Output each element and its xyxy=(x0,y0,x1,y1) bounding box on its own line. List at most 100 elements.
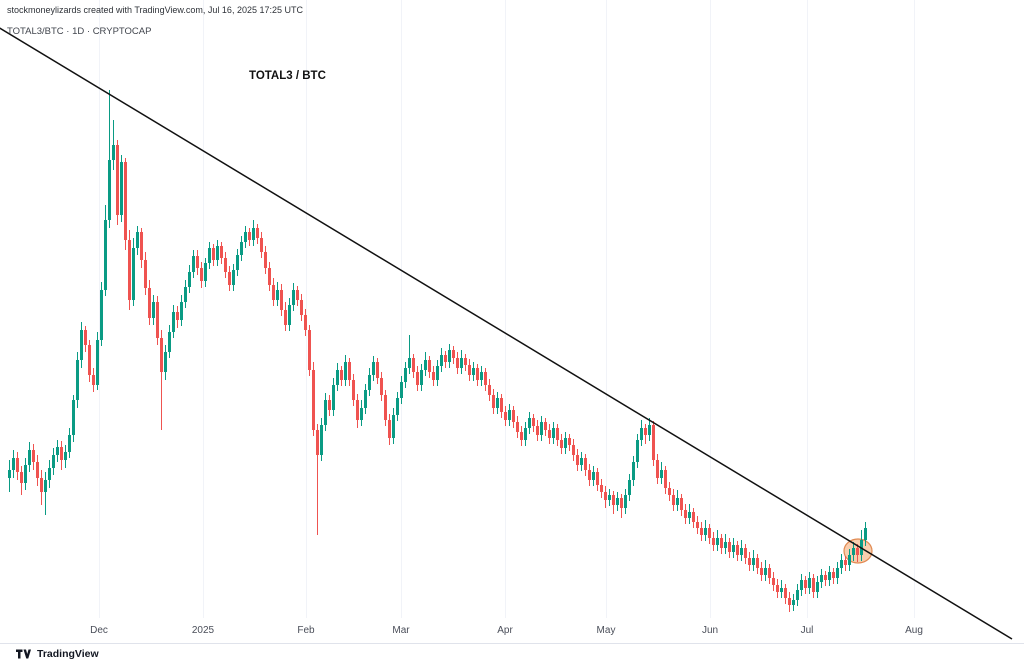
candle-body xyxy=(144,260,147,288)
candle-body xyxy=(412,358,415,372)
candle-body xyxy=(592,472,595,480)
x-axis-label: Apr xyxy=(497,625,513,636)
candle-body xyxy=(764,568,767,575)
candle-body xyxy=(36,462,39,478)
candle-body xyxy=(516,422,519,432)
candle-body xyxy=(560,440,563,448)
candle-body xyxy=(720,538,723,548)
candle-body xyxy=(768,568,771,578)
candle-body xyxy=(836,568,839,578)
candle-body xyxy=(476,368,479,380)
tradingview-wordmark[interactable]: TradingView xyxy=(37,648,99,660)
candle-body xyxy=(604,492,607,500)
candle-body xyxy=(704,528,707,535)
candle-body xyxy=(512,410,515,422)
candle-body xyxy=(208,248,211,263)
candle-body xyxy=(44,480,47,492)
candle-body xyxy=(556,428,559,440)
symbol-info[interactable]: TOTAL3/BTC · 1D · CRYPTOCAP xyxy=(7,26,152,37)
candle-body xyxy=(616,498,619,505)
candle-body xyxy=(160,338,163,372)
candle-body xyxy=(276,290,279,300)
candle-body xyxy=(732,545,735,552)
candle-body xyxy=(744,548,747,558)
candle-body xyxy=(504,412,507,420)
candle-body xyxy=(216,246,219,260)
candle-body xyxy=(820,575,823,582)
candle-body xyxy=(300,300,303,315)
candle-body xyxy=(376,362,379,378)
candle-body xyxy=(464,358,467,365)
candle-body xyxy=(320,425,323,455)
candle-body xyxy=(804,580,807,588)
candle-body xyxy=(332,385,335,410)
candle-body xyxy=(340,370,343,380)
candle-body xyxy=(436,366,439,380)
tradingview-logo-icon[interactable] xyxy=(16,648,31,660)
candle-body xyxy=(628,480,631,495)
candle-body xyxy=(472,368,475,375)
candle-body xyxy=(552,428,555,438)
candle-body xyxy=(72,400,75,435)
candle-body xyxy=(372,362,375,375)
candle-body xyxy=(124,162,127,240)
candle-body xyxy=(196,256,199,268)
candle-body xyxy=(248,232,251,240)
candle-body xyxy=(536,426,539,435)
chart-title: TOTAL3 / BTC xyxy=(249,70,326,82)
candle-body xyxy=(796,590,799,600)
candle-body xyxy=(828,572,831,580)
candle-body xyxy=(612,495,615,505)
candle-body xyxy=(568,438,571,445)
candle-body xyxy=(236,255,239,270)
candle-body xyxy=(468,365,471,375)
candle-body xyxy=(524,428,527,440)
bottom-bar: TradingView xyxy=(0,643,1024,664)
candle-body xyxy=(792,600,795,605)
candle-body xyxy=(164,352,167,372)
candle-body xyxy=(776,585,779,592)
candle-body xyxy=(712,538,715,545)
candle-body xyxy=(304,315,307,330)
candle-body xyxy=(48,468,51,480)
candle-body xyxy=(380,378,383,395)
candle-body xyxy=(708,528,711,538)
candle-body xyxy=(120,162,123,215)
candle-body xyxy=(312,370,315,430)
candle-body xyxy=(724,542,727,548)
candle-body xyxy=(480,372,483,380)
candle-body xyxy=(488,385,491,395)
candle-body xyxy=(184,287,187,302)
candle-body xyxy=(824,575,827,580)
candle-body xyxy=(808,578,811,588)
candle-body xyxy=(832,572,835,578)
candle-body xyxy=(180,302,183,320)
candle-body xyxy=(24,465,27,483)
candle-body xyxy=(52,455,55,468)
candle-body xyxy=(172,312,175,332)
candle-body xyxy=(168,332,171,352)
candle-body xyxy=(844,560,847,565)
candle-body xyxy=(584,458,587,470)
candle-body xyxy=(272,285,275,300)
candle-body xyxy=(688,512,691,518)
candle-body xyxy=(700,528,703,535)
candle-body xyxy=(548,430,551,438)
descending-trendline xyxy=(0,27,1013,640)
candle-body xyxy=(600,485,603,492)
candle-body xyxy=(484,372,487,385)
candle-body xyxy=(76,360,79,400)
candle-body xyxy=(632,462,635,480)
x-axis-label: Jul xyxy=(801,625,814,636)
candle-body xyxy=(500,398,503,412)
candle-body xyxy=(392,415,395,438)
x-axis-label: Aug xyxy=(905,625,923,636)
candle-body xyxy=(680,498,683,510)
candle-body xyxy=(224,258,227,272)
candle-body xyxy=(104,220,107,290)
candle-body xyxy=(692,512,695,522)
candle-body xyxy=(88,345,91,375)
candle-body xyxy=(136,232,139,248)
candle-body xyxy=(232,270,235,285)
